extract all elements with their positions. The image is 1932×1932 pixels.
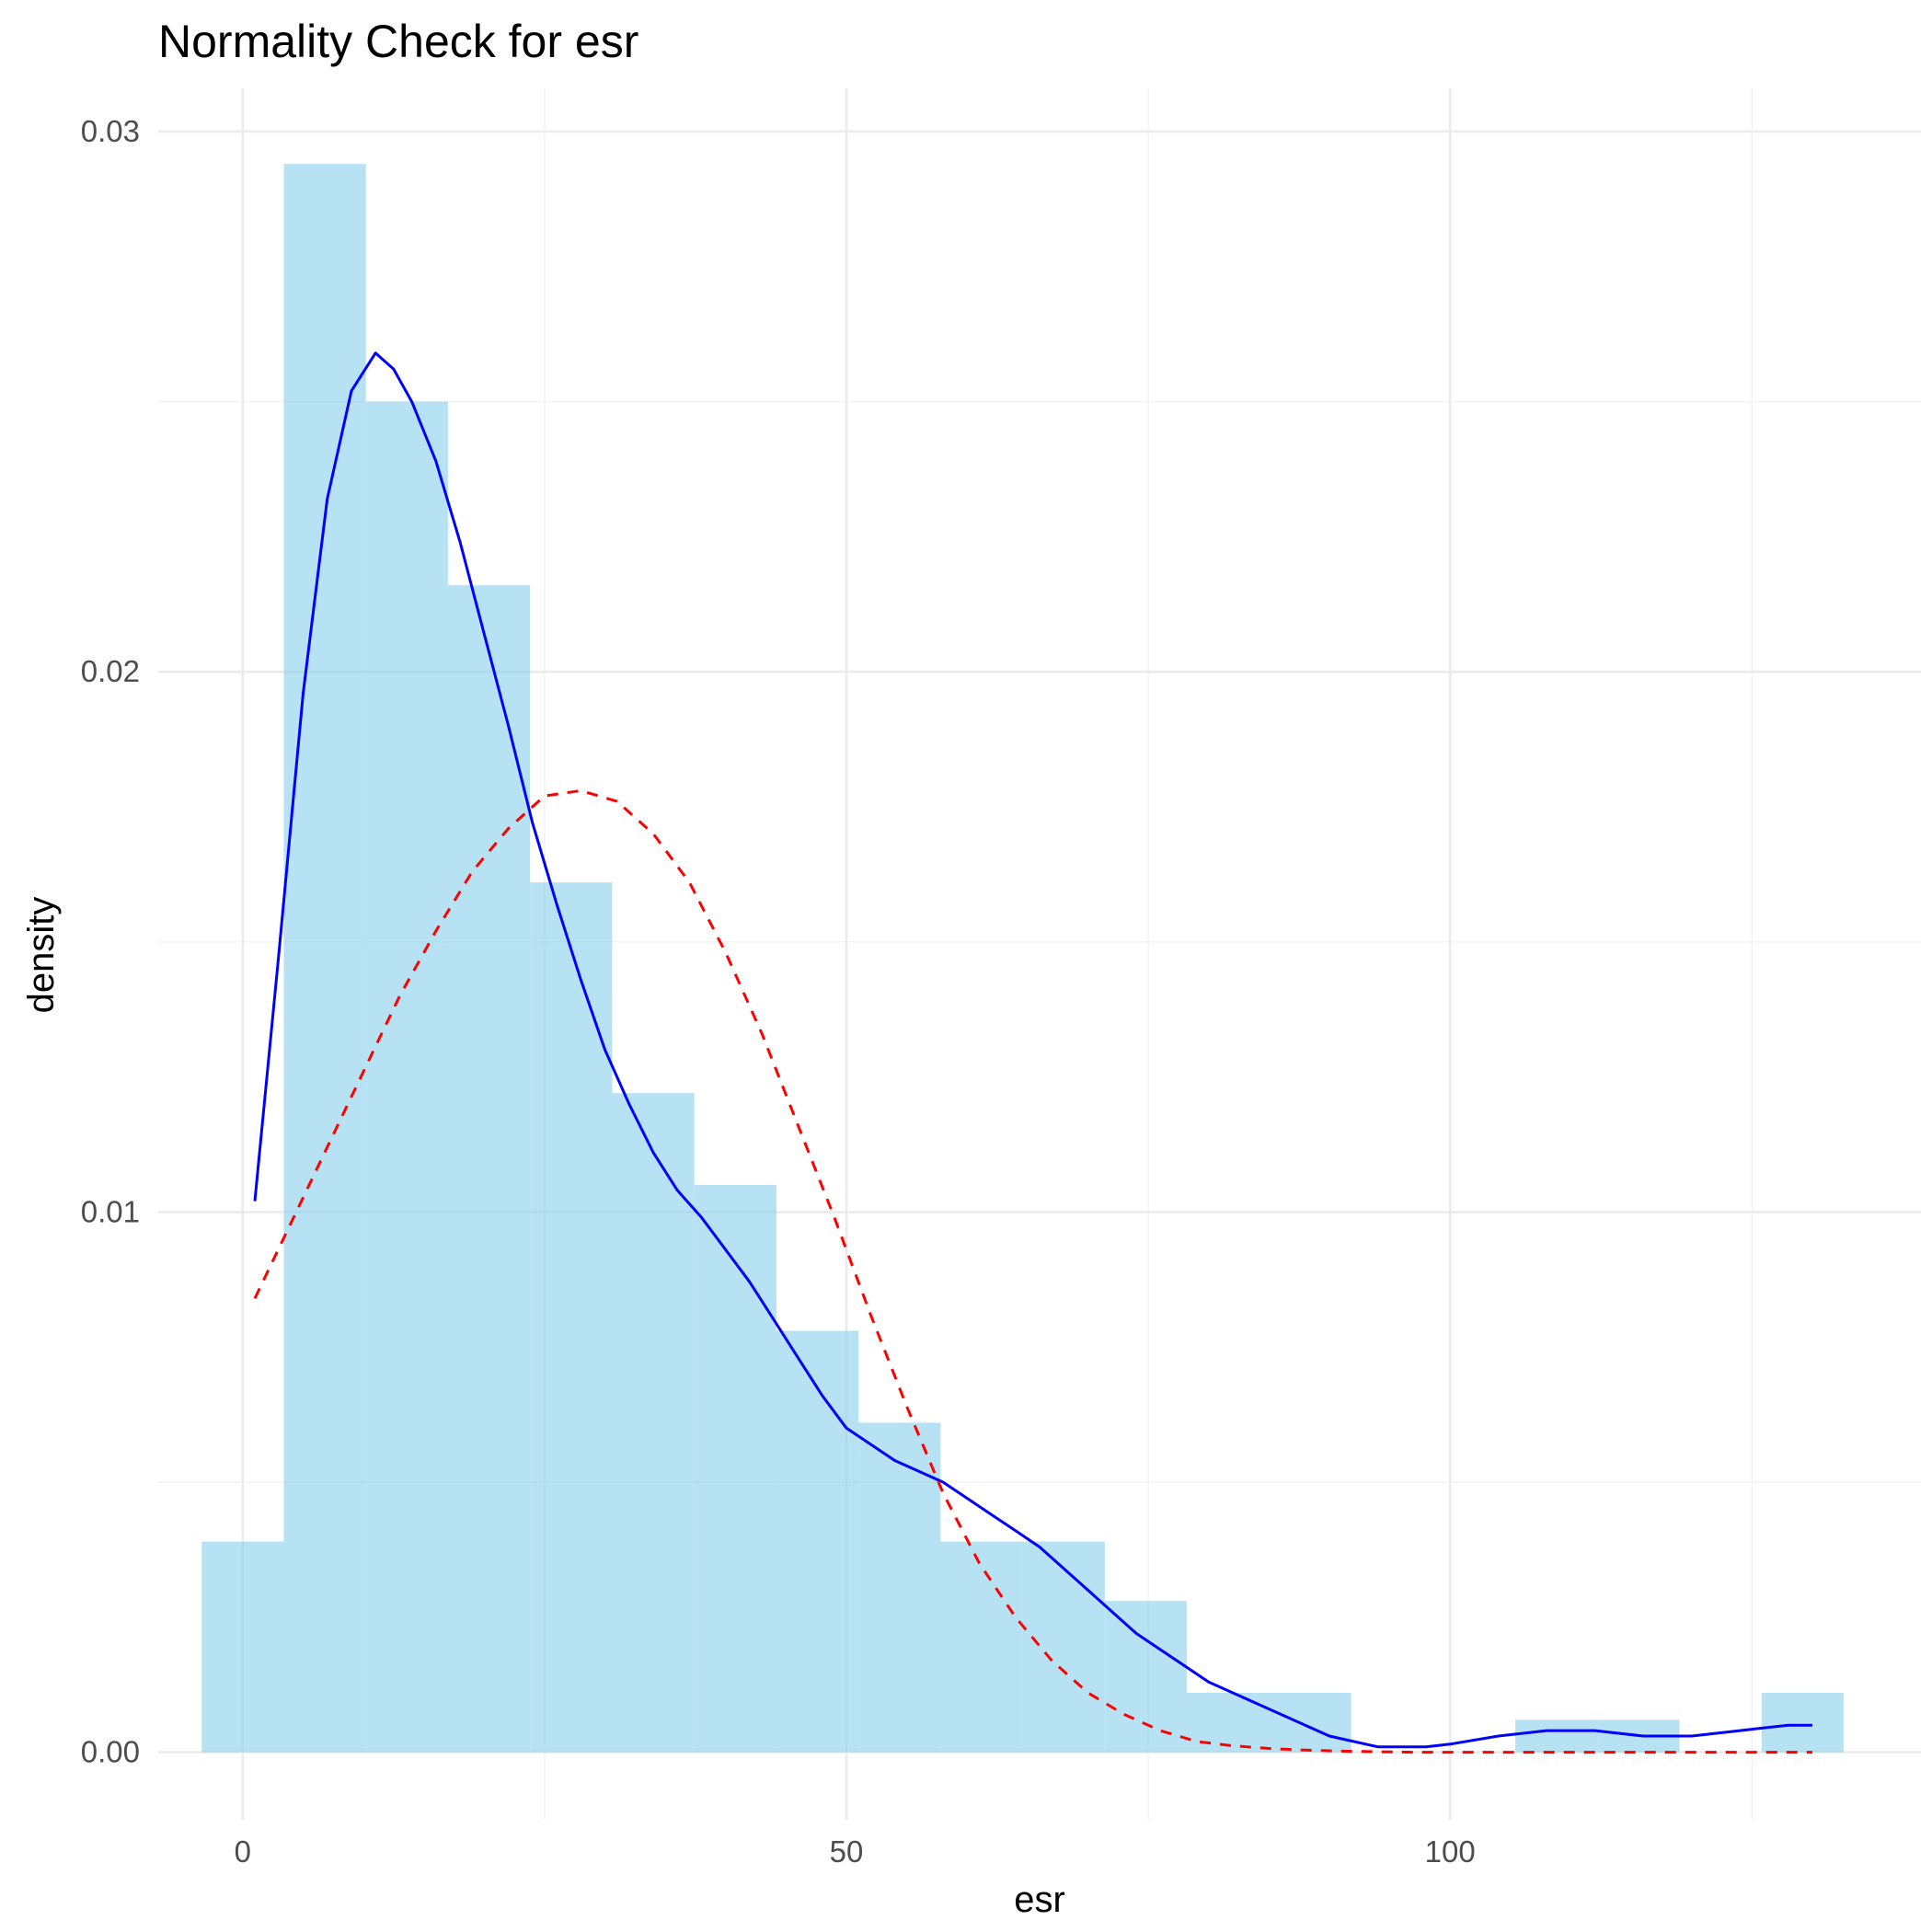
histogram-bar-13 bbox=[1269, 1693, 1351, 1753]
normal-curve bbox=[253, 788, 1812, 1754]
y-tick-label-3: 0.03 bbox=[81, 114, 140, 148]
y-tick-label-1: 0.01 bbox=[81, 1194, 140, 1228]
histogram-bar-11 bbox=[1104, 1601, 1188, 1753]
x-tick-label-1: 50 bbox=[830, 1834, 864, 1869]
histogram-bar-4 bbox=[530, 882, 613, 1753]
histogram-bar-7 bbox=[776, 1330, 859, 1753]
histogram-bar-0 bbox=[201, 1541, 284, 1753]
density-curve bbox=[253, 351, 1812, 1749]
histogram-bar-1 bbox=[283, 164, 366, 1753]
y-tick-label-2: 0.02 bbox=[81, 654, 140, 688]
histogram-bar-12 bbox=[1187, 1693, 1270, 1753]
y-axis-title: density bbox=[21, 897, 62, 1014]
tick-labels: 0.00 0.01 0.02 0.03 0 50 100 bbox=[81, 114, 1476, 1869]
histogram-bar-2 bbox=[365, 401, 448, 1753]
x-tick-label-0: 0 bbox=[235, 1834, 251, 1869]
x-tick-label-2: 100 bbox=[1425, 1834, 1476, 1869]
y-tick-label-0: 0.00 bbox=[81, 1735, 140, 1769]
chart-title: Normality Check for esr bbox=[158, 16, 638, 67]
histogram-bar-9 bbox=[940, 1541, 1023, 1753]
histogram-bar-6 bbox=[694, 1185, 776, 1753]
histogram-bar-16 bbox=[1515, 1719, 1598, 1753]
histogram-bar-10 bbox=[1022, 1541, 1105, 1753]
histogram-bar-19 bbox=[1761, 1693, 1845, 1753]
histogram-bar-8 bbox=[858, 1422, 941, 1753]
curve-layer bbox=[253, 351, 1812, 1754]
x-axis-title: esr bbox=[1014, 1880, 1065, 1920]
histogram-bar-5 bbox=[612, 1093, 695, 1753]
histogram-bar-3 bbox=[447, 585, 531, 1753]
